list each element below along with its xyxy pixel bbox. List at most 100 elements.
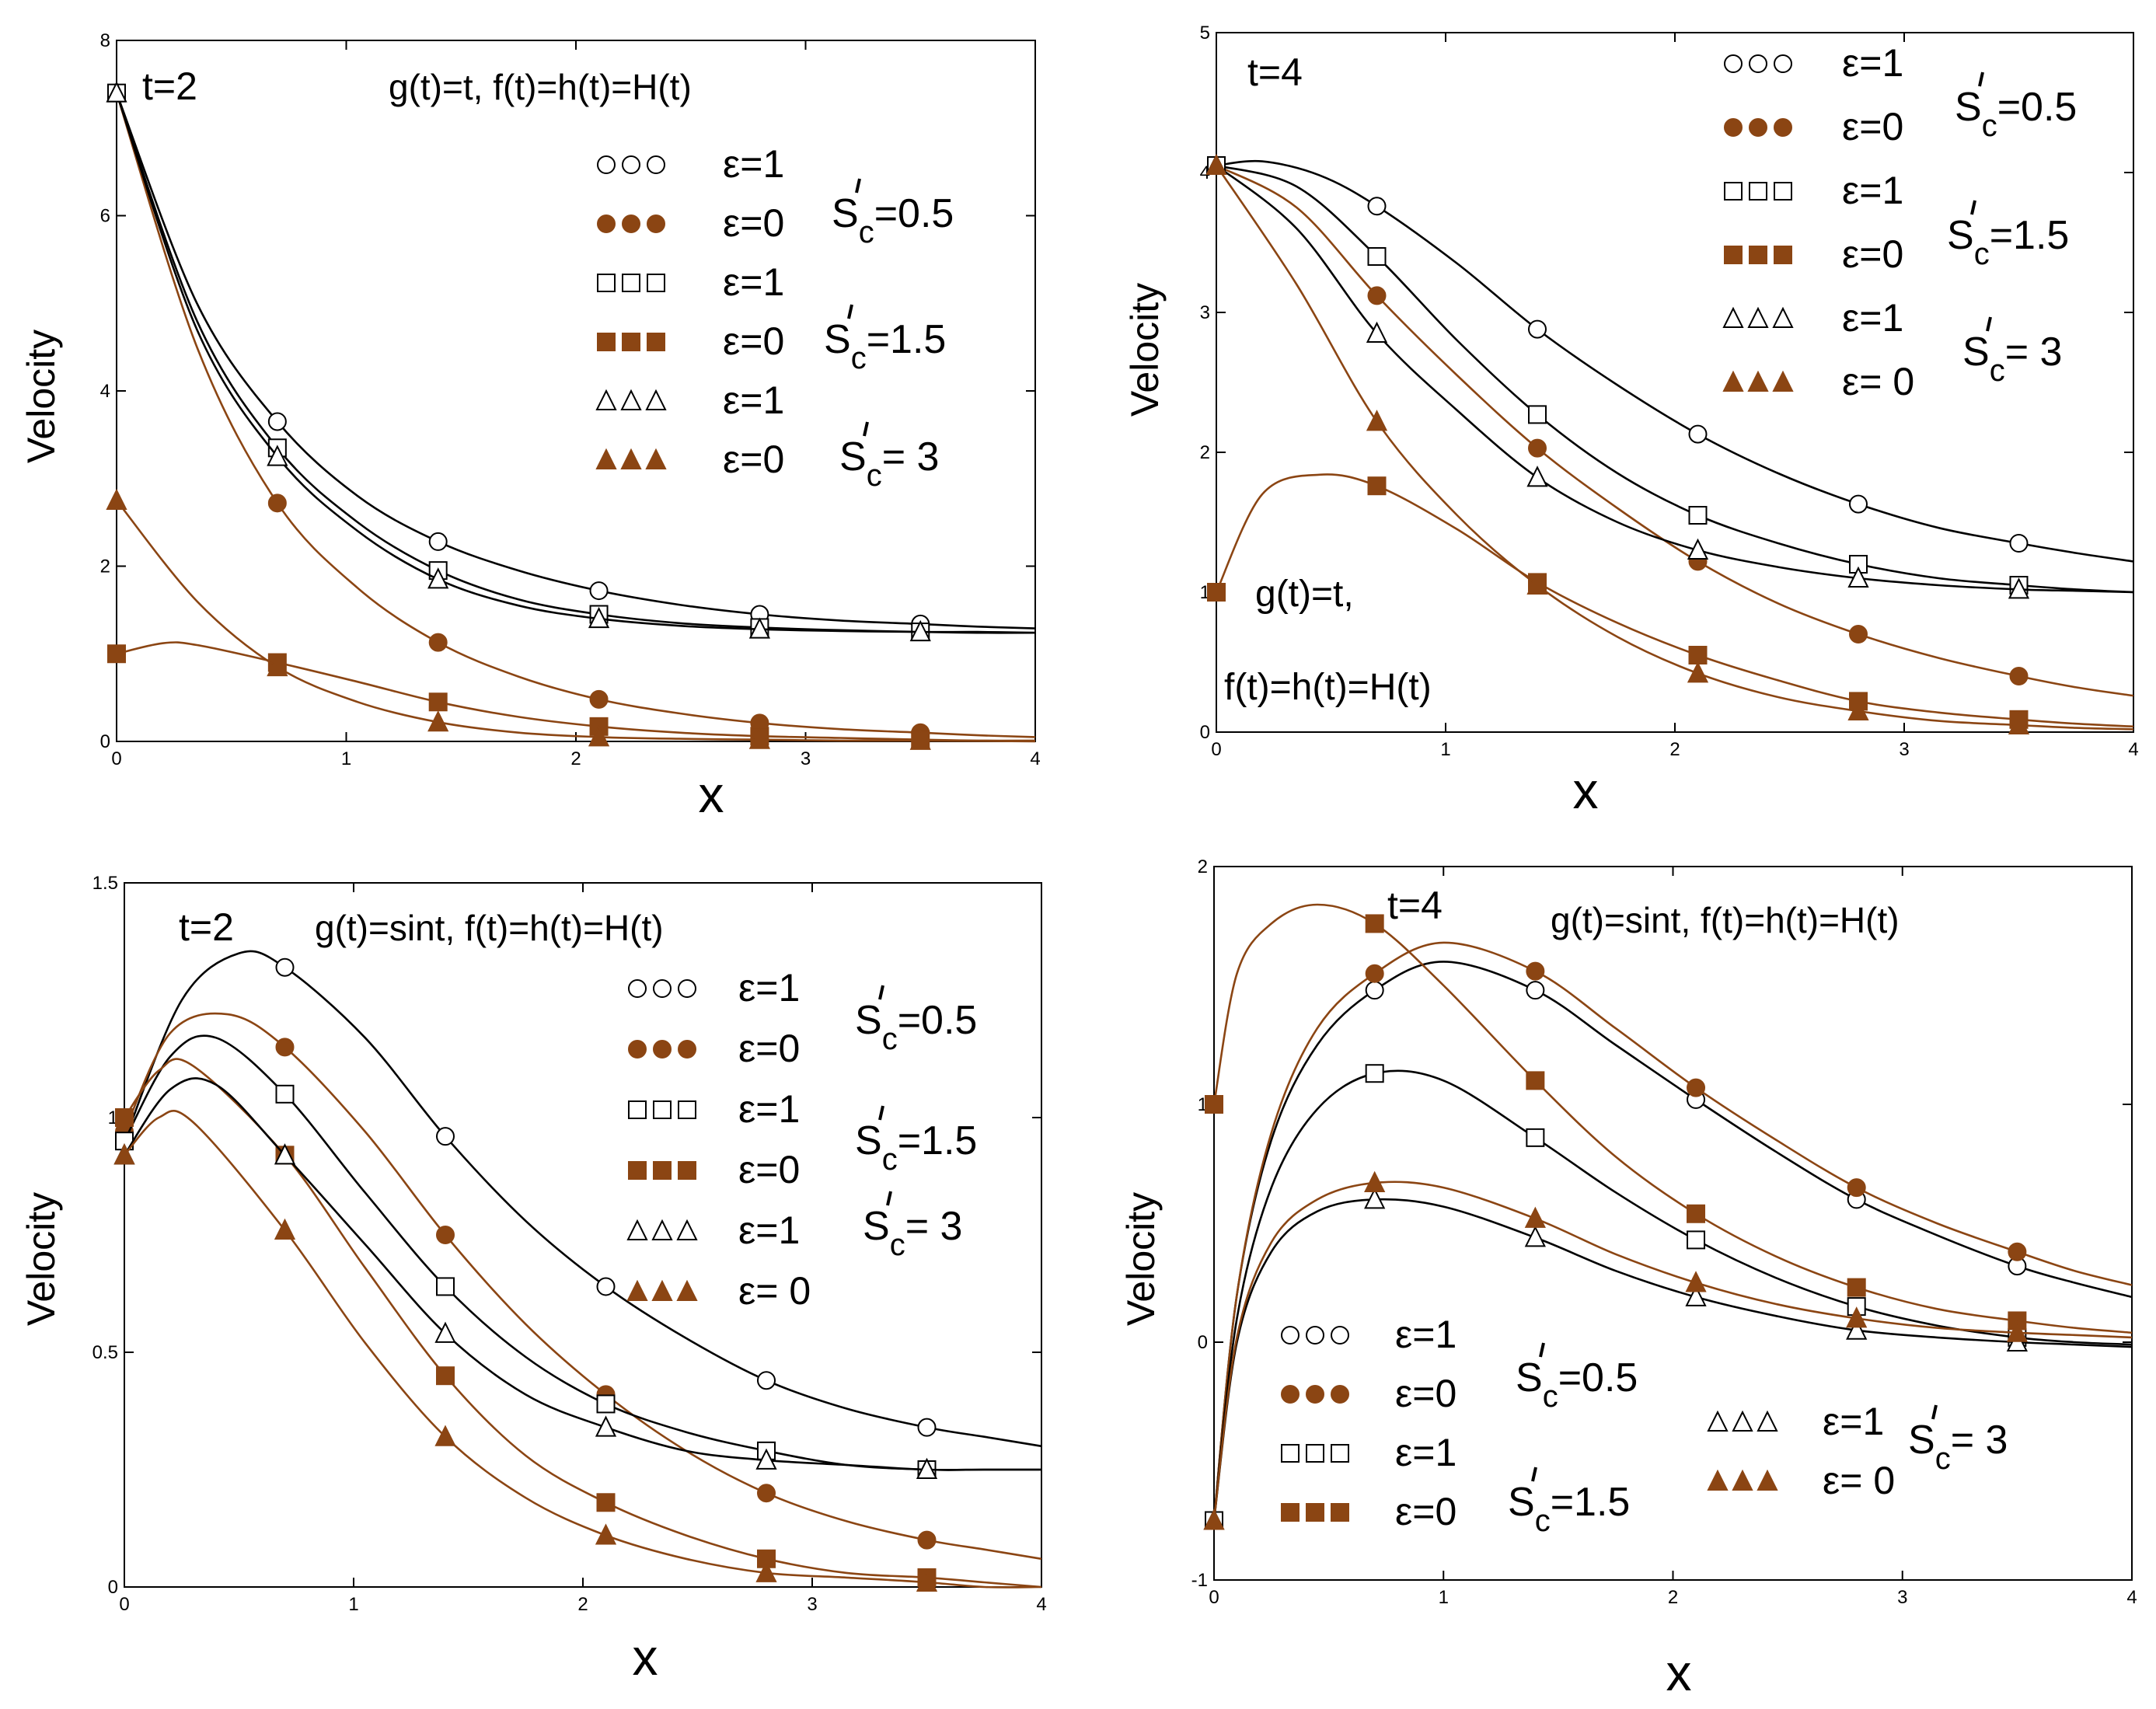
- circle-filled-marker: [597, 214, 616, 233]
- square-open-marker: [1331, 1444, 1349, 1463]
- triangle-filled-marker: [274, 1218, 296, 1240]
- triangle-open-marker: [1846, 1318, 1868, 1340]
- square-open-marker: [597, 274, 616, 292]
- triangle-open-marker: [1747, 306, 1769, 328]
- x-tick-label: 3: [801, 748, 811, 769]
- sc-main: S: [855, 998, 882, 1043]
- triangle-open-marker: [620, 389, 642, 410]
- circle-filled-marker: [1724, 118, 1743, 137]
- triangle-filled-marker: [626, 1279, 648, 1301]
- triangle-filled-marker: [113, 1143, 135, 1165]
- sc-value: =1.5: [898, 1118, 978, 1163]
- x-tick-label: 0: [119, 1594, 129, 1615]
- sc-value: =0.5: [1558, 1355, 1638, 1400]
- circle-filled-marker: [1528, 438, 1547, 458]
- x-tick-label: 2: [1669, 739, 1680, 760]
- sc-main: S: [1908, 1418, 1935, 1463]
- legend-label: ε=1: [1823, 1400, 1884, 1443]
- series-line: [115, 92, 1036, 634]
- chart-panel-1: 0 1 2 3 4 0 2 4 6 8 Velocity x t=2 g(t)=t, f(t)=h(t)=…: [19, 30, 1041, 823]
- circle-filled-marker: [1331, 1385, 1349, 1404]
- y-tick-label: 0: [1200, 722, 1210, 743]
- circle-filled-marker: [589, 689, 609, 709]
- y-axis-label: Velocity: [1123, 283, 1167, 417]
- legend-label: ε=1: [738, 1087, 800, 1131]
- y-tick-label: 2: [100, 556, 110, 577]
- panel-subtitle: g(t)=sint, f(t)=h(t)=H(t): [315, 908, 664, 948]
- triangle-filled-marker: [1203, 1508, 1225, 1530]
- x-axis-label: x: [1666, 1644, 1692, 1701]
- triangle-filled-marker: [651, 1279, 673, 1301]
- prime-mark: [1539, 1342, 1545, 1358]
- sc-group-label: Sc=0.5: [1516, 1355, 1638, 1414]
- sc-sub: c: [1974, 237, 1990, 271]
- sc-main: S: [1516, 1355, 1543, 1400]
- series-5: [106, 81, 1036, 642]
- square-open-marker: [1526, 1128, 1545, 1147]
- triangle-open-marker: [916, 1457, 938, 1479]
- triangle-filled-marker: [2006, 1320, 2028, 1342]
- legend-label: ε=1: [738, 1209, 800, 1252]
- legend-label: ε=1: [738, 966, 800, 1010]
- y-tick-label: 5: [1200, 23, 1210, 44]
- square-open-marker: [647, 274, 665, 292]
- series-line: [115, 92, 1036, 630]
- triangle-filled-marker: [1732, 1469, 1753, 1491]
- sc-group-label: Sc=1.5: [855, 1118, 977, 1177]
- x-tick-label: 1: [1439, 1587, 1449, 1608]
- square-open-marker: [1749, 182, 1767, 201]
- sc-sub: c: [1535, 1504, 1551, 1538]
- square-filled-marker: [115, 1108, 134, 1127]
- x-tick-label: 1: [348, 1594, 358, 1615]
- panel-subtitle: g(t)=t, f(t)=h(t)=H(t): [389, 67, 692, 107]
- circle-open-marker: [628, 979, 647, 998]
- square-filled-marker: [428, 692, 448, 712]
- legend-label: ε= 0: [1842, 360, 1914, 403]
- square-filled-marker: [107, 644, 126, 664]
- x-tick-label: 3: [1899, 739, 1909, 760]
- triangle-open-marker: [626, 1219, 648, 1240]
- circle-open-marker: [757, 1371, 776, 1390]
- square-open-marker: [1724, 182, 1743, 201]
- triangle-filled-marker: [1772, 370, 1794, 392]
- panel-subtitle-line: g(t)=t,: [1255, 574, 1354, 615]
- series-line: [1212, 1198, 2133, 1521]
- circle-open-marker: [267, 412, 287, 431]
- sc-value: = 3: [882, 434, 940, 480]
- square-filled-marker: [1688, 646, 1708, 664]
- square-filled-marker: [1367, 476, 1387, 496]
- plot-frame: [116, 40, 1036, 742]
- square-open-marker: [1687, 1230, 1706, 1250]
- prime-mark: [878, 985, 884, 1000]
- square-filled-marker: [1847, 1278, 1866, 1297]
- circle-filled-marker: [653, 1040, 672, 1059]
- square-filled-marker: [436, 1366, 455, 1386]
- square-filled-marker: [1365, 914, 1384, 933]
- sc-main: S: [855, 1118, 882, 1163]
- triangle-open-marker: [1732, 1410, 1753, 1432]
- triangle-open-marker: [1757, 1410, 1778, 1432]
- sc-group-label: Sc= 3: [863, 1204, 962, 1262]
- series-line: [1216, 164, 2134, 594]
- y-tick-label: 2: [1200, 442, 1210, 463]
- y-tick-label: 8: [100, 30, 110, 51]
- sc-group-label: Sc=0.5: [832, 191, 954, 249]
- triangle-open-marker: [1687, 538, 1709, 560]
- sc-group-label: Sc=1.5: [1947, 213, 2069, 271]
- series-line: [1215, 165, 2134, 731]
- triangle-filled-marker: [1847, 699, 1869, 720]
- triangle-open-marker: [1526, 466, 1548, 487]
- y-tick-label: 0.5: [92, 1342, 118, 1363]
- series-6: [1203, 1170, 2133, 1530]
- series-line: [123, 1012, 1042, 1561]
- triangle-open-marker: [1707, 1410, 1729, 1432]
- square-open-marker: [596, 1394, 616, 1414]
- circle-open-marker: [1774, 54, 1792, 73]
- square-filled-marker: [1774, 246, 1792, 264]
- circle-open-marker: [1849, 494, 1868, 514]
- triangle-filled-marker: [2008, 713, 2030, 734]
- circle-open-marker: [678, 979, 696, 998]
- square-open-marker: [1365, 1064, 1384, 1083]
- sc-group-label: Sc=1.5: [1508, 1480, 1630, 1538]
